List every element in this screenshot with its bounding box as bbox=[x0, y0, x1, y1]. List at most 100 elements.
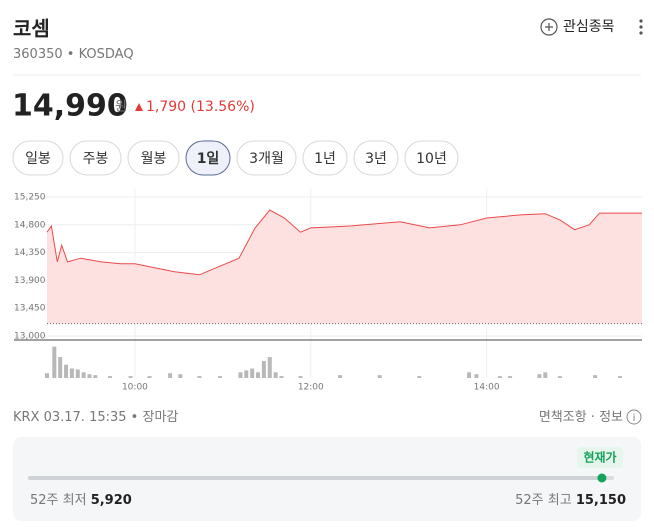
high-value: 15,150 bbox=[576, 493, 626, 508]
info-icon-i: i bbox=[633, 413, 636, 424]
volume-bar bbox=[87, 374, 92, 378]
footer-left: KRX 03.17. 15:35 • 장마감 bbox=[13, 410, 178, 425]
bullet: • bbox=[63, 47, 79, 62]
range-low: 52주 최저 5,920 bbox=[30, 493, 132, 508]
tab-bg bbox=[127, 140, 180, 176]
badge-bg bbox=[577, 447, 623, 468]
volume-bar bbox=[147, 376, 152, 378]
x-tick-label: 10:00 bbox=[122, 383, 148, 393]
code: 360350 bbox=[13, 47, 63, 62]
tab-bg bbox=[185, 140, 231, 176]
watch-label: 관심종목 bbox=[563, 19, 615, 35]
low-value: 5,920 bbox=[91, 493, 132, 508]
volume-bar bbox=[178, 374, 183, 378]
area-fill bbox=[47, 210, 642, 324]
info[interactable]: 정보 bbox=[599, 410, 623, 425]
volume-bar bbox=[593, 375, 598, 378]
y-tick-label: 15,250 bbox=[14, 193, 46, 203]
volume-bar bbox=[618, 376, 623, 378]
tab-label[interactable]: 주봉 bbox=[83, 151, 109, 167]
market: KOSDAQ bbox=[79, 47, 134, 62]
volume-bar bbox=[64, 364, 69, 378]
plus-sign bbox=[545, 23, 553, 31]
volume-bar bbox=[69, 368, 74, 378]
price: 14,990 bbox=[12, 89, 128, 124]
tab-bg bbox=[353, 140, 399, 176]
price-line bbox=[46, 209, 642, 276]
tab-bg bbox=[69, 140, 122, 176]
tab[interactable]: 월봉 bbox=[127, 140, 180, 176]
volume-bar bbox=[256, 372, 261, 378]
volume-bar bbox=[58, 357, 63, 378]
tab-label[interactable]: 1일 bbox=[197, 151, 220, 167]
volume-bar bbox=[273, 372, 278, 378]
tab-bg bbox=[236, 140, 297, 176]
tab[interactable]: 주봉 bbox=[69, 140, 122, 176]
volume-bar bbox=[168, 373, 173, 378]
volume-bar bbox=[508, 376, 513, 378]
tab[interactable]: 3년 bbox=[353, 140, 399, 176]
tab-label[interactable]: 3개월 bbox=[249, 151, 284, 167]
stock-name: 코셈 bbox=[13, 17, 50, 41]
footer-right[interactable]: 면책조항 · 정보 bbox=[539, 410, 623, 425]
volume-bar bbox=[377, 375, 382, 378]
volume-bar bbox=[467, 372, 472, 378]
stock-code: 360350 • KOSDAQ bbox=[13, 47, 134, 62]
tab[interactable]: 일봉 bbox=[12, 140, 64, 176]
tab-label[interactable]: 1년 bbox=[314, 151, 336, 167]
tab[interactable]: 1년 bbox=[302, 140, 348, 176]
bullet: • bbox=[127, 410, 143, 425]
badge: 현재가 bbox=[583, 450, 616, 465]
x-tick-label: 14:00 bbox=[474, 383, 500, 393]
volume-bar bbox=[557, 376, 562, 378]
volume-bar bbox=[93, 375, 98, 378]
watch-button[interactable]: 관심종목 bbox=[540, 18, 615, 36]
y-tick-label: 14,350 bbox=[14, 248, 46, 258]
tab[interactable]: 1일 bbox=[185, 140, 231, 176]
y-tick-label: 13,900 bbox=[14, 276, 46, 286]
volume-bar bbox=[81, 372, 86, 378]
volume-bar bbox=[338, 375, 343, 378]
volume-bar bbox=[45, 373, 49, 378]
change-value: 1,790 bbox=[146, 99, 186, 115]
tab-label[interactable]: 10년 bbox=[416, 151, 447, 167]
volume-bar bbox=[261, 360, 266, 378]
volume-bar bbox=[250, 368, 255, 378]
volume-bar bbox=[75, 369, 80, 378]
x-tick-label: 12:00 bbox=[298, 383, 324, 393]
range-marker bbox=[597, 473, 607, 483]
tab-label[interactable]: 월봉 bbox=[141, 151, 167, 167]
volume-bar bbox=[128, 376, 133, 378]
tab[interactable]: 10년 bbox=[404, 140, 459, 176]
up-arrow bbox=[135, 103, 143, 111]
tab-bg bbox=[404, 140, 459, 176]
change: 1,790 (13.56%) bbox=[146, 99, 255, 115]
dot: · bbox=[587, 410, 599, 425]
tab[interactable]: 3개월 bbox=[236, 140, 297, 176]
volume-bar bbox=[108, 376, 113, 378]
volume-bar bbox=[267, 357, 272, 378]
tab-bg bbox=[302, 140, 348, 176]
volume-bar bbox=[537, 374, 542, 378]
high-label: 52주 최고 bbox=[515, 493, 572, 508]
disclaimer[interactable]: 면책조항 bbox=[539, 410, 587, 425]
info-icon[interactable] bbox=[626, 409, 642, 425]
volume-bar bbox=[474, 374, 479, 378]
volume-bar bbox=[543, 372, 548, 378]
change-pct: (13.56%) bbox=[191, 99, 255, 115]
volume-bar bbox=[417, 376, 422, 378]
range-high: 52주 최고 15,150 bbox=[515, 493, 626, 508]
y-tick-label: 14,800 bbox=[14, 220, 46, 230]
volume-bar bbox=[238, 372, 243, 378]
tab-label[interactable]: 일봉 bbox=[25, 151, 51, 167]
tab-label[interactable]: 3년 bbox=[365, 151, 387, 167]
volume-bar bbox=[497, 376, 502, 378]
price-unit: 원 bbox=[115, 100, 127, 115]
source: KRX 03.17. 15:35 bbox=[13, 410, 127, 425]
plus-icon bbox=[540, 18, 558, 36]
more-menu[interactable] bbox=[639, 19, 643, 35]
volume-bar bbox=[279, 376, 284, 378]
volume-bar bbox=[298, 376, 303, 378]
volume-bar bbox=[244, 370, 249, 378]
